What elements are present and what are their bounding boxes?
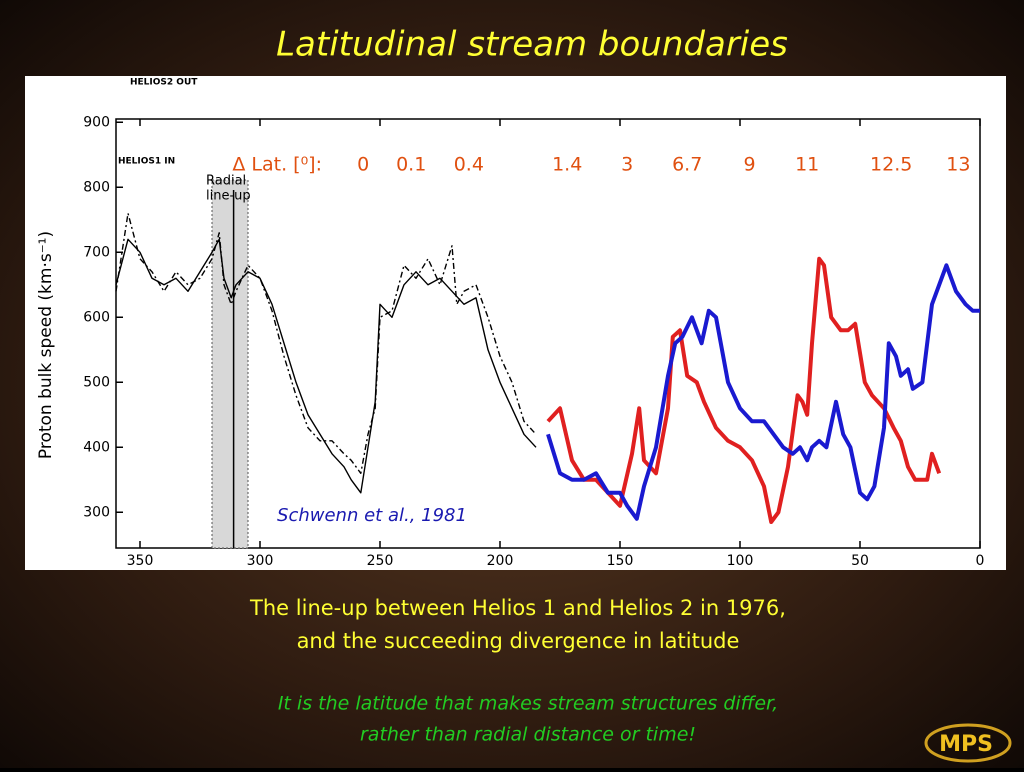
x-tick-label: 350: [127, 553, 154, 569]
logo-ring: [924, 723, 1012, 763]
y-tick-label: 600: [83, 309, 110, 325]
lat-value: 9: [744, 154, 756, 176]
y-tick-label: 400: [83, 439, 110, 455]
lineup-label: Radial: [206, 174, 246, 189]
caption: The line-up between Helios 1 and Helios …: [249, 596, 786, 620]
y-tick-label: 900: [83, 114, 110, 130]
lineup-band: [211, 179, 249, 549]
y-tick-label: 800: [83, 179, 110, 195]
y-tick-label: 500: [83, 374, 110, 390]
y-tick-label: 300: [83, 504, 110, 520]
x-tick-label: 300: [247, 553, 274, 569]
x-tick-label: 200: [487, 553, 514, 569]
lat-value: 0.1: [396, 154, 426, 176]
header-label: HELIOS2 OUT: [130, 78, 198, 88]
axes-frame: [115, 118, 981, 549]
x-tick-label: 50: [851, 553, 869, 569]
lat-value: 6.7: [672, 154, 702, 176]
lat-value: 0.4: [454, 154, 484, 176]
series-line: [115, 212, 537, 474]
x-tick-label: 250: [367, 553, 394, 569]
x-tick-label: 0: [976, 553, 985, 569]
x-tick-label: 100: [727, 553, 754, 569]
lat-value: 3: [621, 154, 633, 176]
series-line: [546, 263, 980, 521]
header-label: HELIOS1 IN: [118, 157, 175, 167]
citation: Schwenn et al., 1981: [277, 505, 467, 526]
logo: MPS: [939, 732, 993, 757]
lat-value: 12.5: [870, 154, 912, 176]
lat-value: 1.4: [552, 154, 582, 176]
remark: It is the latitude that makes stream str…: [278, 693, 778, 715]
lat-value: 11: [795, 154, 819, 176]
y-tick-label: 700: [83, 244, 110, 260]
plot-panel: [25, 76, 1006, 570]
lat-label: Δ Lat. [⁰]:: [232, 154, 322, 176]
y-axis-label: Proton bulk speed (km·s⁻¹): [36, 231, 56, 459]
lat-value: 13: [946, 154, 970, 176]
series-line: [546, 256, 942, 524]
lat-value: 0: [357, 154, 369, 176]
lineup-label: line-up: [206, 189, 251, 204]
x-tick-label: 150: [607, 553, 634, 569]
caption: and the succeeding divergence in latitud…: [297, 629, 740, 653]
slide-title: Latitudinal stream boundaries: [276, 25, 788, 65]
remark: rather than radial distance or time!: [360, 724, 696, 746]
